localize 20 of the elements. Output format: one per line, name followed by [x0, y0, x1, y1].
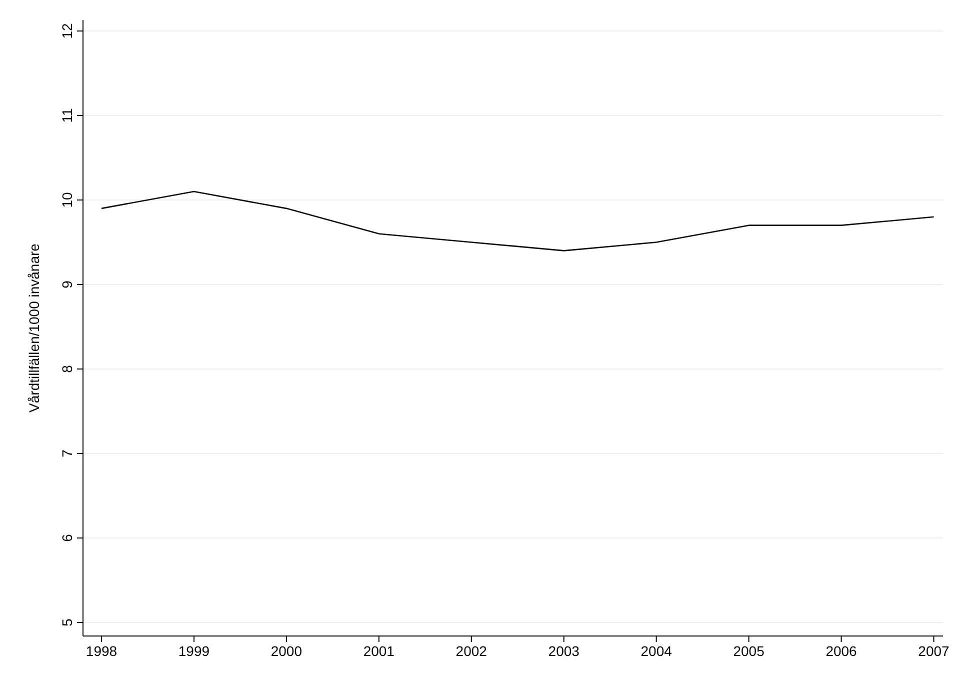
x-tick-label: 1999	[178, 643, 210, 659]
x-tick-label: 2000	[270, 643, 302, 659]
x-tick-label: 2002	[456, 643, 488, 659]
y-tick-label: 9	[59, 280, 75, 288]
y-axis-title: Vårdtillfällen/1000 invånare	[26, 243, 42, 412]
y-tick-label: 10	[59, 192, 75, 208]
x-tick-label: 1998	[86, 643, 118, 659]
y-tick-label: 11	[59, 108, 75, 123]
y-tick-label: 8	[59, 364, 75, 373]
x-tick-label: 2007	[918, 643, 950, 659]
y-tick-label: 5	[59, 618, 75, 626]
x-tick-label: 2001	[363, 643, 395, 659]
x-tick-label: 2006	[826, 643, 858, 659]
y-tick-label: 7	[59, 449, 75, 458]
y-tick-label: 6	[59, 534, 75, 542]
x-tick-label: 2005	[733, 643, 765, 659]
x-tick-label: 2003	[548, 643, 580, 659]
line-series	[100, 190, 934, 252]
x-tick-label: 2004	[640, 643, 672, 659]
y-tick-label: 12	[59, 22, 75, 39]
